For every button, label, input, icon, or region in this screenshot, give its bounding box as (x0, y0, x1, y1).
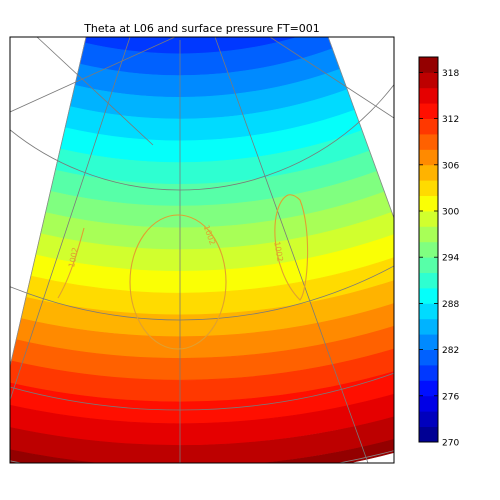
contour-line (57, 227, 85, 299)
meridian-line (10, 37, 131, 401)
colorbar-segment (419, 411, 438, 427)
colorbar-segment (419, 103, 438, 119)
colorbar-segment (419, 365, 438, 381)
colorbar-segment (419, 426, 438, 443)
contour-line (129, 214, 227, 350)
colorbar-scale (419, 57, 438, 443)
meridian-line (10, 37, 176, 113)
colorbar-segment (419, 241, 438, 258)
colorbar-ticks: 270 276 282 288 294 300 306 312 318 (419, 69, 459, 449)
colorbar-segment (419, 118, 438, 135)
colorbar-segment (419, 195, 438, 212)
colorbar-segment (419, 334, 438, 350)
colorbar-tick-label: 300 (442, 208, 459, 218)
contour-line (274, 194, 309, 301)
meridian-line (214, 37, 369, 463)
theta-band (10, 416, 394, 463)
colorbar-segment (419, 72, 438, 89)
colorbar-segment (419, 303, 438, 320)
axes-frame (9, 36, 395, 464)
colorbar-tick-label: 270 (442, 439, 459, 449)
colorbar-tick-label: 306 (442, 161, 459, 171)
meridian-line (36, 37, 154, 146)
contour-label: 1002 (67, 247, 80, 269)
colorbar-tick-label: 294 (442, 254, 459, 264)
colorbar-tick-label: 276 (442, 392, 459, 402)
colorbar: 270 276 282 288 294 300 306 312 318 (418, 56, 459, 449)
colorbar-segment (419, 180, 438, 196)
theta-field (10, 37, 394, 463)
colorbar-segment (419, 318, 438, 335)
colorbar-segment (419, 57, 438, 73)
colorbar-segment (419, 134, 438, 150)
map-grid (10, 37, 394, 463)
colorbar-tick-label: 312 (442, 115, 459, 125)
chart-title: Theta at L06 and surface pressure FT=001 (83, 22, 320, 35)
meridian-line (269, 37, 394, 119)
colorbar-tick-label: 318 (442, 69, 459, 79)
colorbar-segment (419, 288, 438, 304)
colorbar-frame (418, 56, 439, 443)
contour-label: 1002 (272, 241, 284, 263)
colorbar-segment (419, 272, 438, 289)
colorbar-segment (419, 395, 438, 412)
colorbar-tick-label: 282 (442, 346, 459, 356)
theta-band (10, 438, 394, 463)
colorbar-segment (419, 226, 438, 243)
colorbar-segment (419, 149, 438, 166)
colorbar-segment (419, 257, 438, 273)
colorbar-segment (419, 211, 438, 227)
colorbar-tick-label: 288 (442, 300, 459, 310)
colorbar-segment (419, 164, 438, 181)
colorbar-segment (419, 349, 438, 366)
colorbar-segment (419, 87, 438, 104)
colorbar-segment (419, 380, 438, 397)
